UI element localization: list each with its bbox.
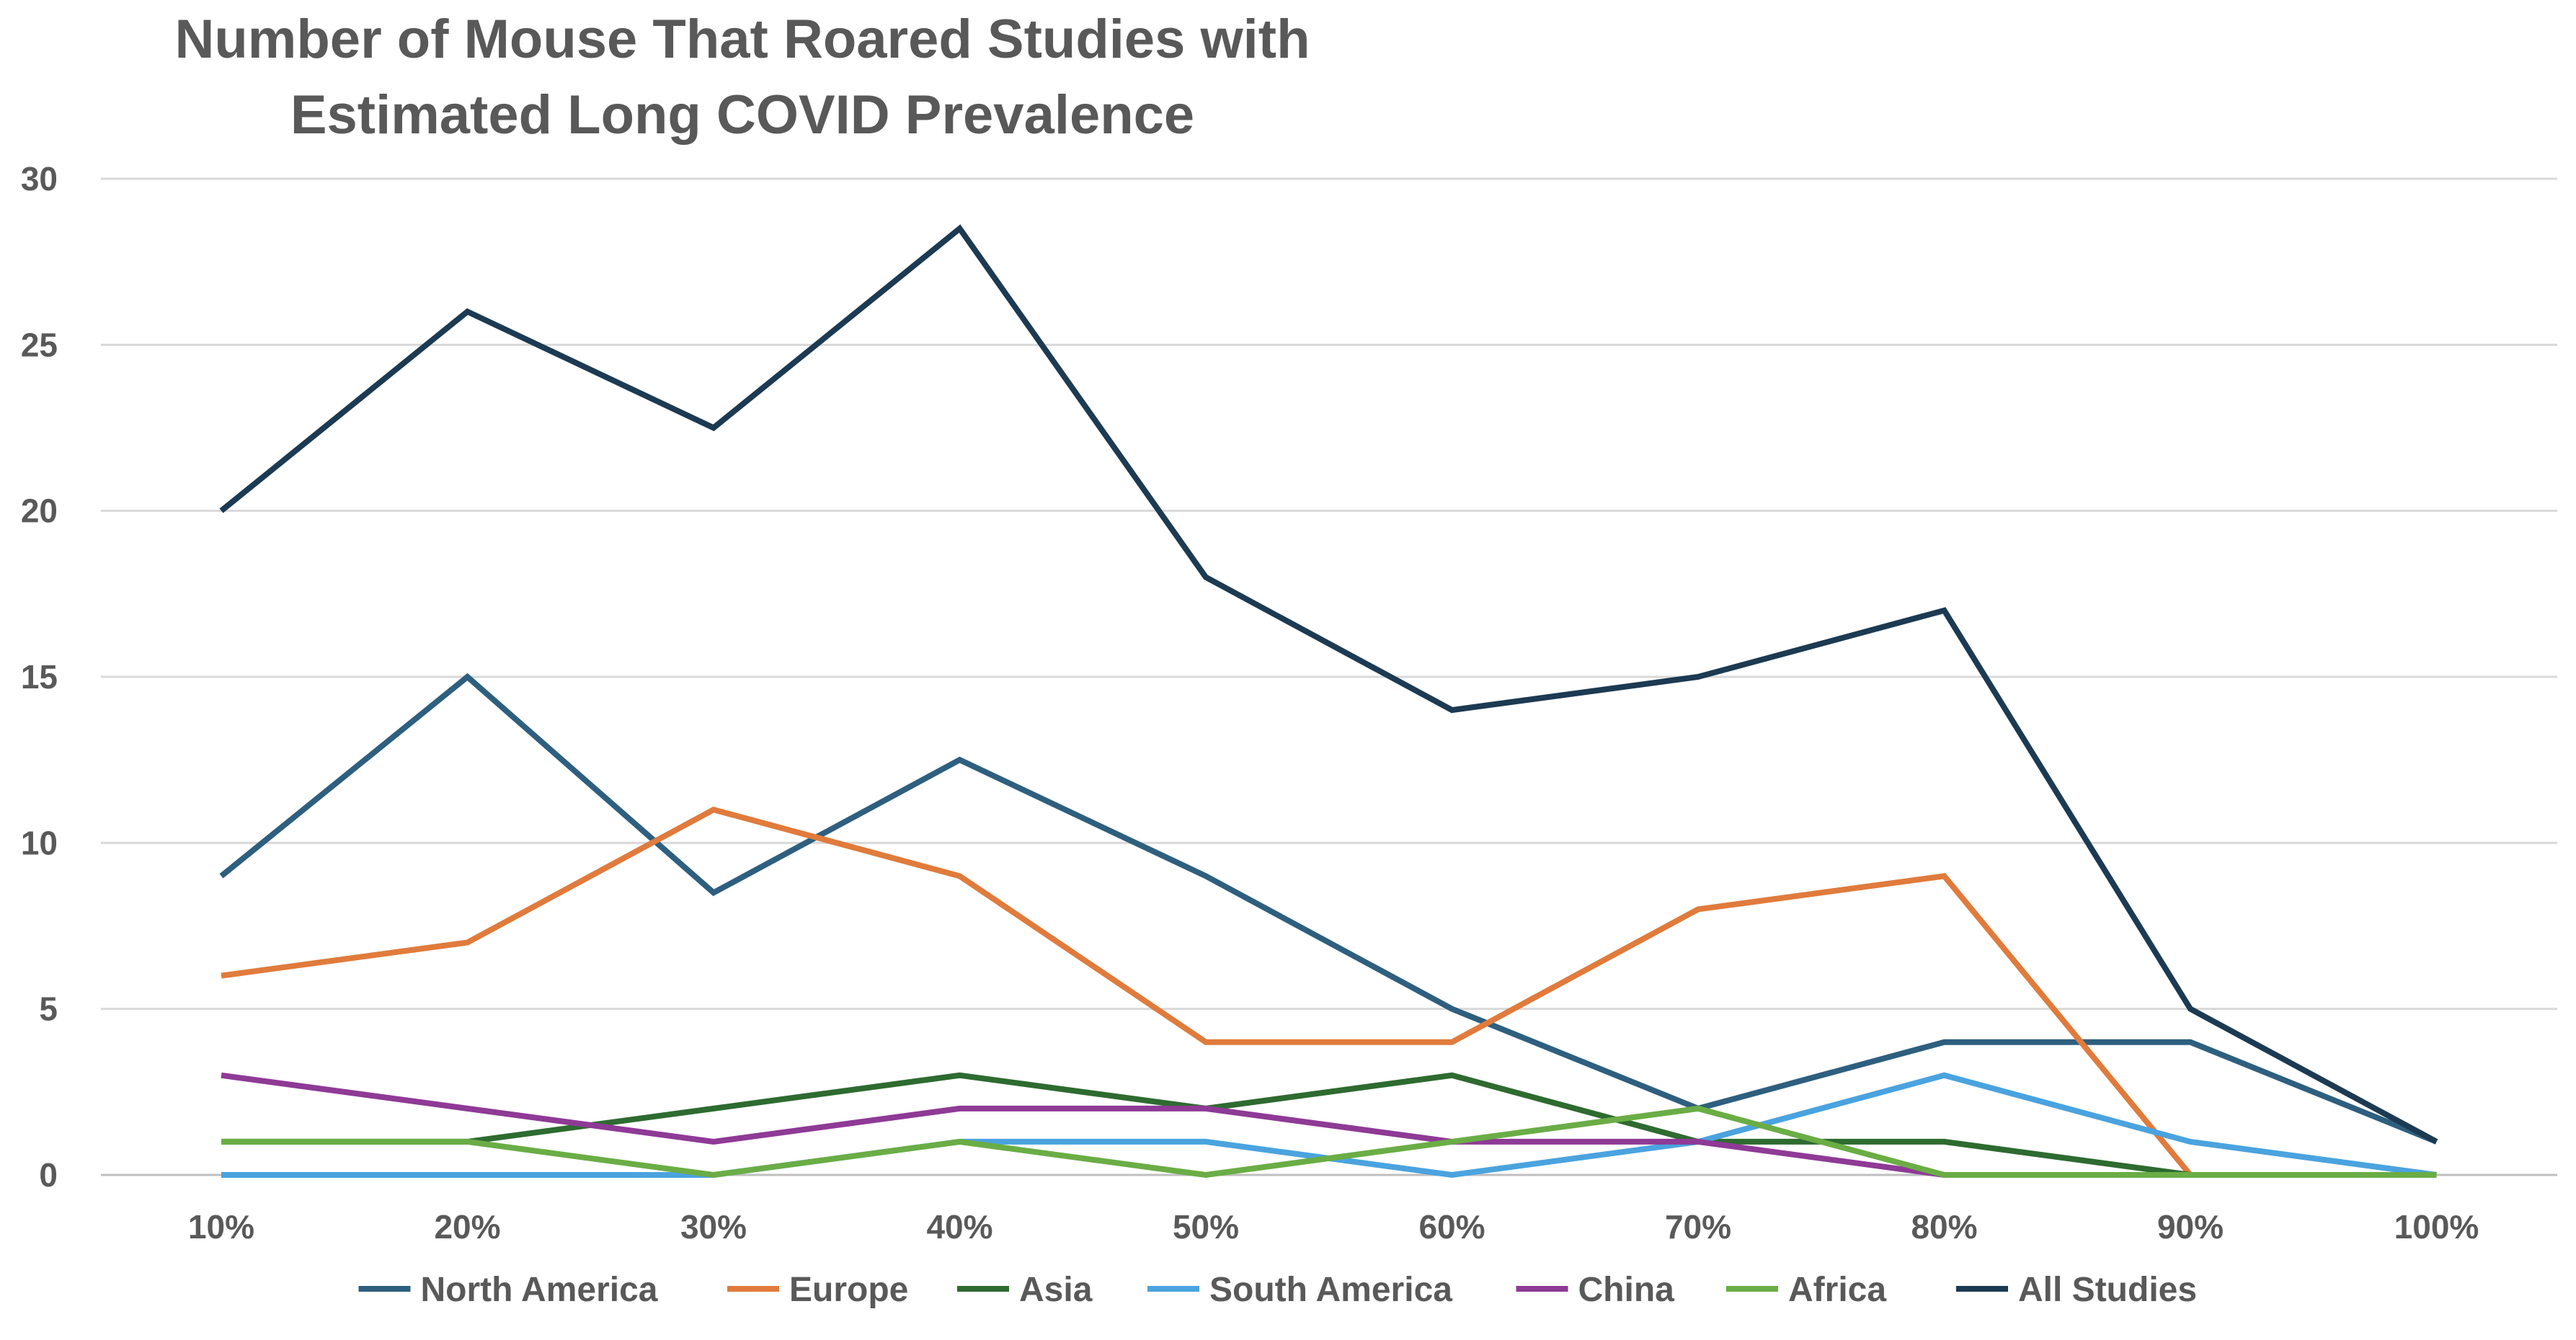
legend-label: South America	[1209, 1271, 1452, 1309]
legend-item-south-america: South America	[1147, 1271, 1452, 1309]
x-tick-label: 100%	[2394, 1208, 2479, 1246]
legend-label: Europe	[789, 1271, 908, 1309]
gridlines	[101, 177, 2557, 1176]
y-tick-label: 0	[39, 1156, 58, 1194]
x-tick-label: 40%	[926, 1208, 992, 1246]
legend-item-asia: Asia	[957, 1271, 1093, 1309]
y-tick-label: 25	[21, 326, 58, 363]
series-line-all-studies	[219, 224, 2438, 1145]
x-tick-label: 90%	[2157, 1208, 2224, 1246]
x-tick-label: 30%	[680, 1208, 747, 1246]
x-tick-label: 20%	[434, 1208, 500, 1246]
x-tick-label: 60%	[1418, 1208, 1485, 1246]
y-axis-tick-labels: 0 5 10 15 20 25 30	[21, 160, 58, 1194]
series-lines	[219, 224, 2438, 1179]
legend-label: Asia	[1019, 1271, 1093, 1309]
legend-label: All Studies	[2018, 1271, 2197, 1309]
chart-title-line-1: Number of Mouse That Roared Studies with	[175, 9, 1310, 70]
x-tick-label: 70%	[1665, 1208, 1731, 1246]
series-line-europe	[221, 806, 2193, 1177]
x-tick-label: 80%	[1911, 1208, 1977, 1246]
x-tick-label: 50%	[1173, 1208, 1239, 1246]
legend: North America Europe Asia South America Chin…	[358, 1271, 2197, 1309]
x-axis-tick-labels: 10% 20% 30% 40% 50% 60% 70% 80% 90% 100%	[188, 1208, 2479, 1246]
y-tick-label: 10	[21, 824, 58, 861]
series-line-africa	[221, 1105, 2437, 1179]
chart-title-line-2: Estimated Long COVID Prevalence	[290, 84, 1194, 146]
legend-label: Africa	[1788, 1271, 1886, 1309]
x-tick-label: 10%	[188, 1208, 254, 1246]
y-tick-label: 20	[21, 492, 58, 530]
legend-label: China	[1578, 1271, 1675, 1309]
chart-title: Number of Mouse That Roared Studies with…	[175, 9, 1310, 146]
legend-item-all-studies: All Studies	[1956, 1271, 2197, 1309]
y-tick-label: 15	[21, 658, 58, 696]
legend-item-europe: Europe	[727, 1271, 908, 1309]
legend-item-africa: Africa	[1726, 1271, 1886, 1309]
legend-label: North America	[421, 1271, 658, 1309]
y-tick-label: 30	[21, 160, 58, 198]
y-tick-label: 5	[39, 990, 58, 1028]
legend-item-north-america: North America	[358, 1271, 658, 1309]
legend-item-china: China	[1516, 1271, 1675, 1309]
series-line-north-america	[219, 673, 2438, 1145]
